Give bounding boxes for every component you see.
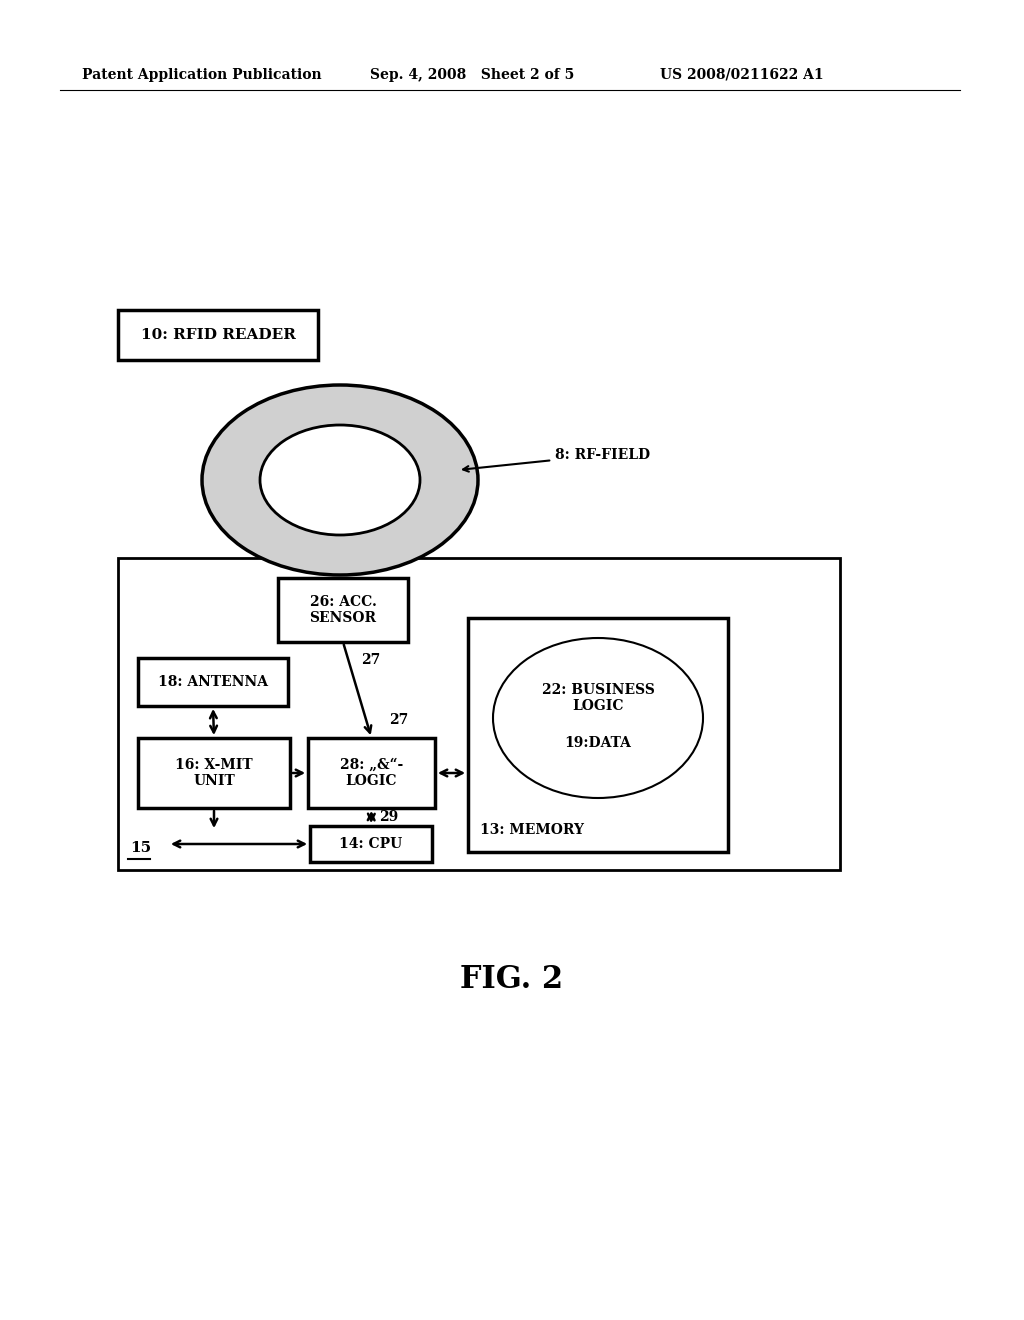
Text: US 2008/0211622 A1: US 2008/0211622 A1	[660, 69, 823, 82]
FancyBboxPatch shape	[310, 826, 432, 862]
Text: FIG. 2: FIG. 2	[461, 965, 563, 995]
Text: 16: X-MIT
UNIT: 16: X-MIT UNIT	[175, 758, 253, 788]
Text: 15: 15	[130, 841, 152, 855]
Text: Patent Application Publication: Patent Application Publication	[82, 69, 322, 82]
Ellipse shape	[493, 638, 703, 799]
Text: 26: ACC.
SENSOR: 26: ACC. SENSOR	[309, 595, 377, 626]
FancyBboxPatch shape	[118, 310, 318, 360]
FancyBboxPatch shape	[138, 738, 290, 808]
Text: 29: 29	[380, 810, 398, 824]
Ellipse shape	[202, 385, 478, 576]
Text: 14: CPU: 14: CPU	[339, 837, 402, 851]
Text: 13: MEMORY: 13: MEMORY	[480, 822, 584, 837]
FancyBboxPatch shape	[278, 578, 408, 642]
Text: 27: 27	[361, 653, 380, 667]
Ellipse shape	[260, 425, 420, 535]
Text: 22: BUSINESS
LOGIC: 22: BUSINESS LOGIC	[542, 682, 654, 713]
Text: 18: ANTENNA: 18: ANTENNA	[158, 675, 268, 689]
Text: 10: RFID READER: 10: RFID READER	[140, 327, 296, 342]
Text: 28: „&“-
LOGIC: 28: „&“- LOGIC	[340, 758, 403, 788]
FancyBboxPatch shape	[468, 618, 728, 851]
Text: 8: RF-FIELD: 8: RF-FIELD	[463, 447, 650, 471]
Text: 19:DATA: 19:DATA	[564, 737, 632, 750]
FancyBboxPatch shape	[308, 738, 435, 808]
Text: 27: 27	[389, 713, 409, 727]
Text: Sep. 4, 2008   Sheet 2 of 5: Sep. 4, 2008 Sheet 2 of 5	[370, 69, 574, 82]
FancyBboxPatch shape	[138, 657, 288, 706]
FancyBboxPatch shape	[118, 558, 840, 870]
